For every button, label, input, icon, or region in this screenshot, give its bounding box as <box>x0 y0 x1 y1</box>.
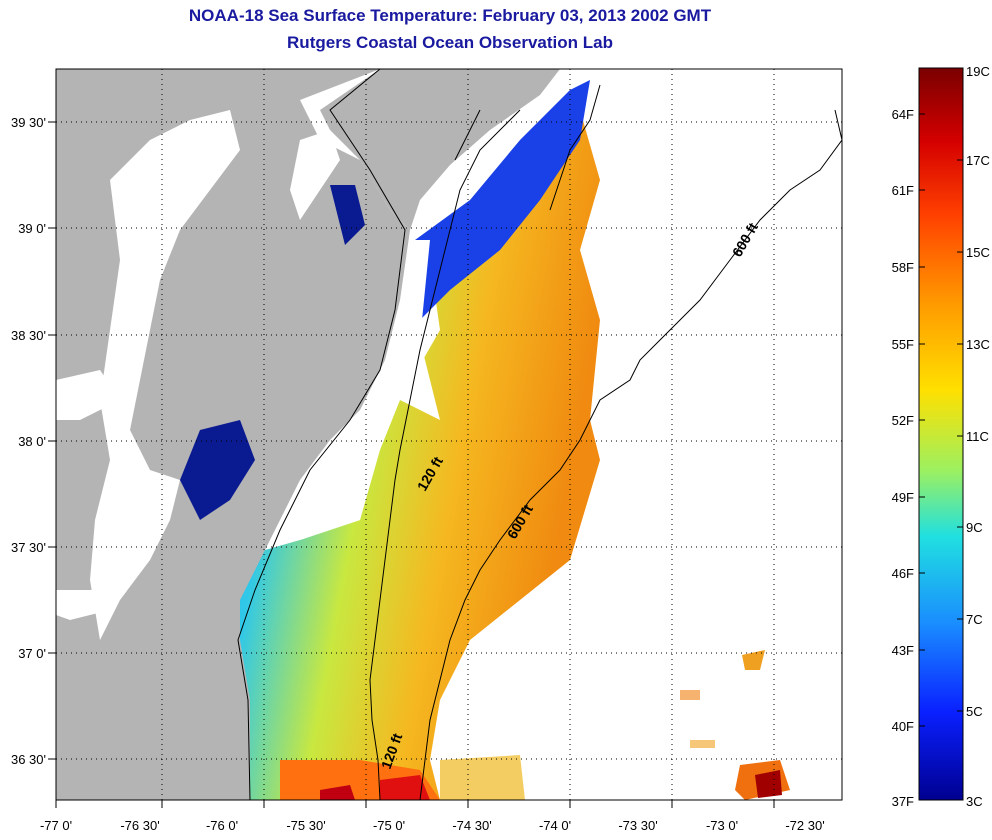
fahrenheit-label: 37F <box>892 794 914 809</box>
colorbar-ticks <box>919 113 963 727</box>
longitude-labels: -77 0' -76 30' -76 0' -75 30' -75 0' -74… <box>40 818 825 833</box>
lon-label: -76 30' <box>120 818 159 833</box>
grid-lines <box>56 69 842 800</box>
temperature-colorbar <box>918 67 964 801</box>
fahrenheit-label: 40F <box>892 719 914 734</box>
lon-label: -72 30' <box>785 818 824 833</box>
lon-label: -77 0' <box>40 818 72 833</box>
colorbar-fahrenheit-labels: 64F 61F 58F 55F 52F 49F 46F 43F 40F 37F <box>892 107 914 809</box>
fahrenheit-label: 49F <box>892 490 914 505</box>
celsius-label: 5C <box>966 704 983 719</box>
celsius-label: 11C <box>966 429 989 444</box>
coastline <box>237 69 406 800</box>
colorbar-celsius-labels: 19C 17C 15C 13C 11C 9C 7C 5C 3C <box>966 64 990 809</box>
lat-label: 39 30' <box>11 115 46 130</box>
lat-label: 36 30' <box>11 752 46 767</box>
lat-label: 38 0' <box>18 434 46 449</box>
lon-label: -75 0' <box>373 818 405 833</box>
celsius-label: 15C <box>966 245 990 260</box>
fahrenheit-label: 61F <box>892 183 914 198</box>
fahrenheit-label: 55F <box>892 337 914 352</box>
fahrenheit-label: 52F <box>892 413 914 428</box>
fahrenheit-label: 46F <box>892 566 914 581</box>
lon-label: -74 0' <box>539 818 571 833</box>
celsius-label: 17C <box>966 153 990 168</box>
lat-label: 38 30' <box>11 328 46 343</box>
map-subtitle: Rutgers Coastal Ocean Observation Lab <box>287 33 613 52</box>
lat-label: 37 0' <box>18 646 46 661</box>
lat-label: 39 0' <box>18 221 46 236</box>
fahrenheit-label: 43F <box>892 643 914 658</box>
map-title: NOAA-18 Sea Surface Temperature: Februar… <box>188 6 712 25</box>
celsius-label: 19C <box>966 64 990 79</box>
axis-ticks <box>48 121 775 808</box>
lat-label: 37 30' <box>11 540 46 555</box>
fahrenheit-label: 58F <box>892 260 914 275</box>
map-frame <box>55 68 843 801</box>
lon-label: -73 30' <box>618 818 657 833</box>
lon-label: -73 0' <box>706 818 738 833</box>
celsius-label: 3C <box>966 794 983 809</box>
lon-label: -74 30' <box>452 818 491 833</box>
latitude-labels: 39 30' 39 0' 38 30' 38 0' 37 30' 37 0' 3… <box>11 115 46 767</box>
bay-water <box>56 110 340 640</box>
celsius-label: 9C <box>966 520 983 535</box>
celsius-label: 13C <box>966 337 990 352</box>
lon-label: -75 30' <box>286 818 325 833</box>
fahrenheit-label: 64F <box>892 107 914 122</box>
lon-label: -76 0' <box>206 818 238 833</box>
celsius-label: 7C <box>966 612 983 627</box>
